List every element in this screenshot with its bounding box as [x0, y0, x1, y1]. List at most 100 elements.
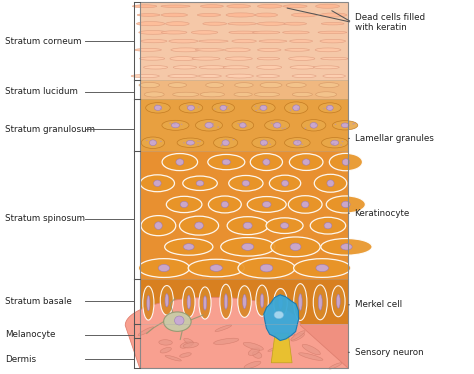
- Ellipse shape: [158, 264, 170, 272]
- Ellipse shape: [186, 105, 188, 106]
- Ellipse shape: [225, 48, 250, 52]
- Ellipse shape: [250, 154, 283, 171]
- Ellipse shape: [155, 222, 162, 230]
- Ellipse shape: [144, 92, 164, 97]
- Ellipse shape: [137, 13, 160, 16]
- Ellipse shape: [264, 120, 290, 131]
- Ellipse shape: [255, 110, 257, 111]
- Ellipse shape: [173, 66, 197, 69]
- Ellipse shape: [154, 180, 161, 187]
- Ellipse shape: [179, 103, 203, 113]
- Ellipse shape: [228, 109, 229, 110]
- Ellipse shape: [256, 65, 282, 69]
- Ellipse shape: [223, 66, 249, 69]
- Ellipse shape: [162, 120, 189, 130]
- Ellipse shape: [284, 138, 310, 148]
- Ellipse shape: [161, 13, 188, 17]
- Ellipse shape: [234, 92, 252, 96]
- Ellipse shape: [277, 350, 287, 355]
- Ellipse shape: [220, 284, 232, 319]
- Ellipse shape: [268, 141, 270, 142]
- Ellipse shape: [268, 343, 289, 351]
- Ellipse shape: [154, 105, 162, 110]
- Ellipse shape: [332, 121, 358, 130]
- Ellipse shape: [212, 103, 235, 113]
- Ellipse shape: [222, 159, 230, 165]
- Ellipse shape: [160, 108, 162, 109]
- Ellipse shape: [352, 123, 354, 125]
- Ellipse shape: [302, 159, 310, 165]
- Ellipse shape: [137, 22, 165, 26]
- Text: Dead cells filled
with keratin: Dead cells filled with keratin: [355, 13, 425, 32]
- Ellipse shape: [141, 40, 167, 43]
- Ellipse shape: [160, 347, 172, 353]
- Ellipse shape: [162, 31, 187, 34]
- Ellipse shape: [326, 107, 328, 108]
- Ellipse shape: [132, 5, 157, 8]
- Text: Dermis: Dermis: [5, 355, 36, 364]
- Ellipse shape: [180, 341, 193, 348]
- Ellipse shape: [191, 31, 218, 34]
- Ellipse shape: [165, 355, 182, 361]
- Ellipse shape: [324, 223, 332, 229]
- Ellipse shape: [183, 342, 199, 348]
- Polygon shape: [264, 295, 299, 341]
- Ellipse shape: [321, 138, 348, 148]
- Ellipse shape: [197, 141, 199, 142]
- Ellipse shape: [256, 74, 280, 77]
- Ellipse shape: [243, 222, 252, 229]
- Ellipse shape: [243, 294, 246, 309]
- Ellipse shape: [162, 154, 198, 171]
- Ellipse shape: [226, 74, 253, 78]
- Ellipse shape: [292, 74, 316, 78]
- Ellipse shape: [232, 120, 254, 131]
- Ellipse shape: [180, 201, 188, 208]
- Ellipse shape: [182, 286, 195, 318]
- Ellipse shape: [149, 140, 156, 145]
- Ellipse shape: [195, 222, 203, 229]
- Ellipse shape: [294, 283, 307, 321]
- Ellipse shape: [289, 57, 315, 61]
- Ellipse shape: [199, 141, 201, 142]
- Ellipse shape: [304, 128, 306, 129]
- Ellipse shape: [247, 197, 286, 212]
- Ellipse shape: [199, 66, 227, 69]
- Ellipse shape: [260, 82, 282, 88]
- Ellipse shape: [227, 4, 251, 8]
- Ellipse shape: [258, 109, 260, 110]
- Ellipse shape: [259, 40, 287, 43]
- Ellipse shape: [174, 123, 176, 125]
- Ellipse shape: [319, 103, 341, 113]
- Ellipse shape: [327, 180, 334, 187]
- Ellipse shape: [166, 196, 202, 212]
- Ellipse shape: [342, 141, 344, 142]
- Ellipse shape: [332, 286, 345, 317]
- Ellipse shape: [283, 31, 309, 34]
- Ellipse shape: [321, 239, 372, 255]
- Ellipse shape: [227, 217, 268, 234]
- Ellipse shape: [282, 180, 289, 186]
- Ellipse shape: [290, 110, 291, 111]
- Bar: [140, 80, 348, 99]
- Text: Stratum basale: Stratum basale: [5, 297, 72, 306]
- Ellipse shape: [310, 217, 346, 234]
- Ellipse shape: [320, 13, 347, 17]
- Ellipse shape: [159, 340, 173, 345]
- Ellipse shape: [187, 105, 194, 110]
- Ellipse shape: [201, 5, 223, 8]
- Ellipse shape: [255, 105, 256, 107]
- Ellipse shape: [146, 140, 148, 141]
- Ellipse shape: [302, 344, 320, 355]
- Ellipse shape: [290, 154, 323, 171]
- Ellipse shape: [209, 196, 241, 213]
- Ellipse shape: [180, 216, 219, 235]
- Ellipse shape: [263, 202, 271, 208]
- Ellipse shape: [147, 295, 150, 311]
- Ellipse shape: [155, 104, 157, 105]
- Ellipse shape: [342, 201, 350, 208]
- Ellipse shape: [176, 159, 184, 165]
- Ellipse shape: [221, 237, 275, 256]
- Ellipse shape: [183, 142, 185, 143]
- Ellipse shape: [139, 31, 167, 34]
- Bar: [140, 324, 348, 368]
